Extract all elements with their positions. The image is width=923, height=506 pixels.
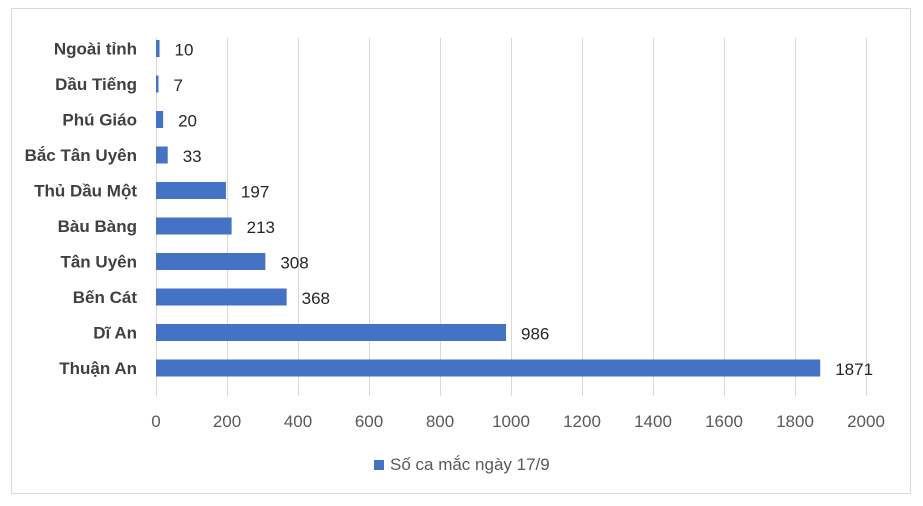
bars (156, 40, 821, 377)
legend: Số ca mắc ngày 17/9 (374, 455, 550, 474)
category-label: Tân Uyên (60, 253, 137, 272)
data-label: 10 (175, 41, 194, 60)
x-tick-label: 2000 (847, 412, 885, 431)
data-label: 213 (247, 218, 275, 237)
category-label: Thuận An (59, 359, 137, 378)
legend-label: Số ca mắc ngày 17/9 (390, 455, 550, 474)
legend-swatch (374, 460, 384, 470)
data-label: 20 (178, 112, 197, 131)
x-tick-label: 200 (213, 412, 241, 431)
bar (156, 288, 287, 306)
category-label: Dầu Tiếng (55, 75, 137, 94)
category-label: Bắc Tân Uyên (25, 146, 137, 165)
x-tick-label: 0 (151, 412, 160, 431)
x-tick-label: 1800 (776, 412, 814, 431)
labels: 0 200 400 600 800 1000 1200 1400 1600 1800 2000 Ngo… (25, 40, 885, 432)
gridlines (156, 38, 867, 396)
x-tick-label: 1400 (634, 412, 672, 431)
category-label: Dĩ An (93, 324, 137, 343)
data-label: 33 (183, 147, 202, 166)
bar (156, 217, 232, 235)
x-tick-label: 1600 (705, 412, 743, 431)
x-tick-label: 800 (426, 412, 454, 431)
x-tick-label: 1200 (563, 412, 601, 431)
category-label: Bến Cát (73, 288, 138, 307)
x-tick-label: 400 (284, 412, 312, 431)
bar (156, 253, 266, 270)
bar (156, 324, 507, 341)
category-label: Phú Giáo (62, 111, 137, 130)
bar (156, 40, 160, 57)
data-label: 7 (173, 76, 182, 95)
category-label: Ngoài tỉnh (54, 40, 137, 59)
bar (156, 359, 821, 377)
bar (156, 182, 226, 199)
data-label: 1871 (835, 360, 873, 379)
category-label: Bàu Bàng (58, 217, 137, 236)
data-label: 368 (302, 289, 330, 308)
data-label: 308 (280, 254, 308, 273)
bar (156, 111, 164, 128)
x-tick-label: 1000 (492, 412, 530, 431)
data-label: 986 (521, 325, 549, 344)
chart-frame (11, 8, 911, 494)
bar (156, 146, 168, 164)
data-label: 197 (241, 183, 269, 202)
x-tick-label: 600 (355, 412, 383, 431)
bar (156, 75, 159, 93)
category-label: Thủ Dầu Một (34, 182, 137, 201)
